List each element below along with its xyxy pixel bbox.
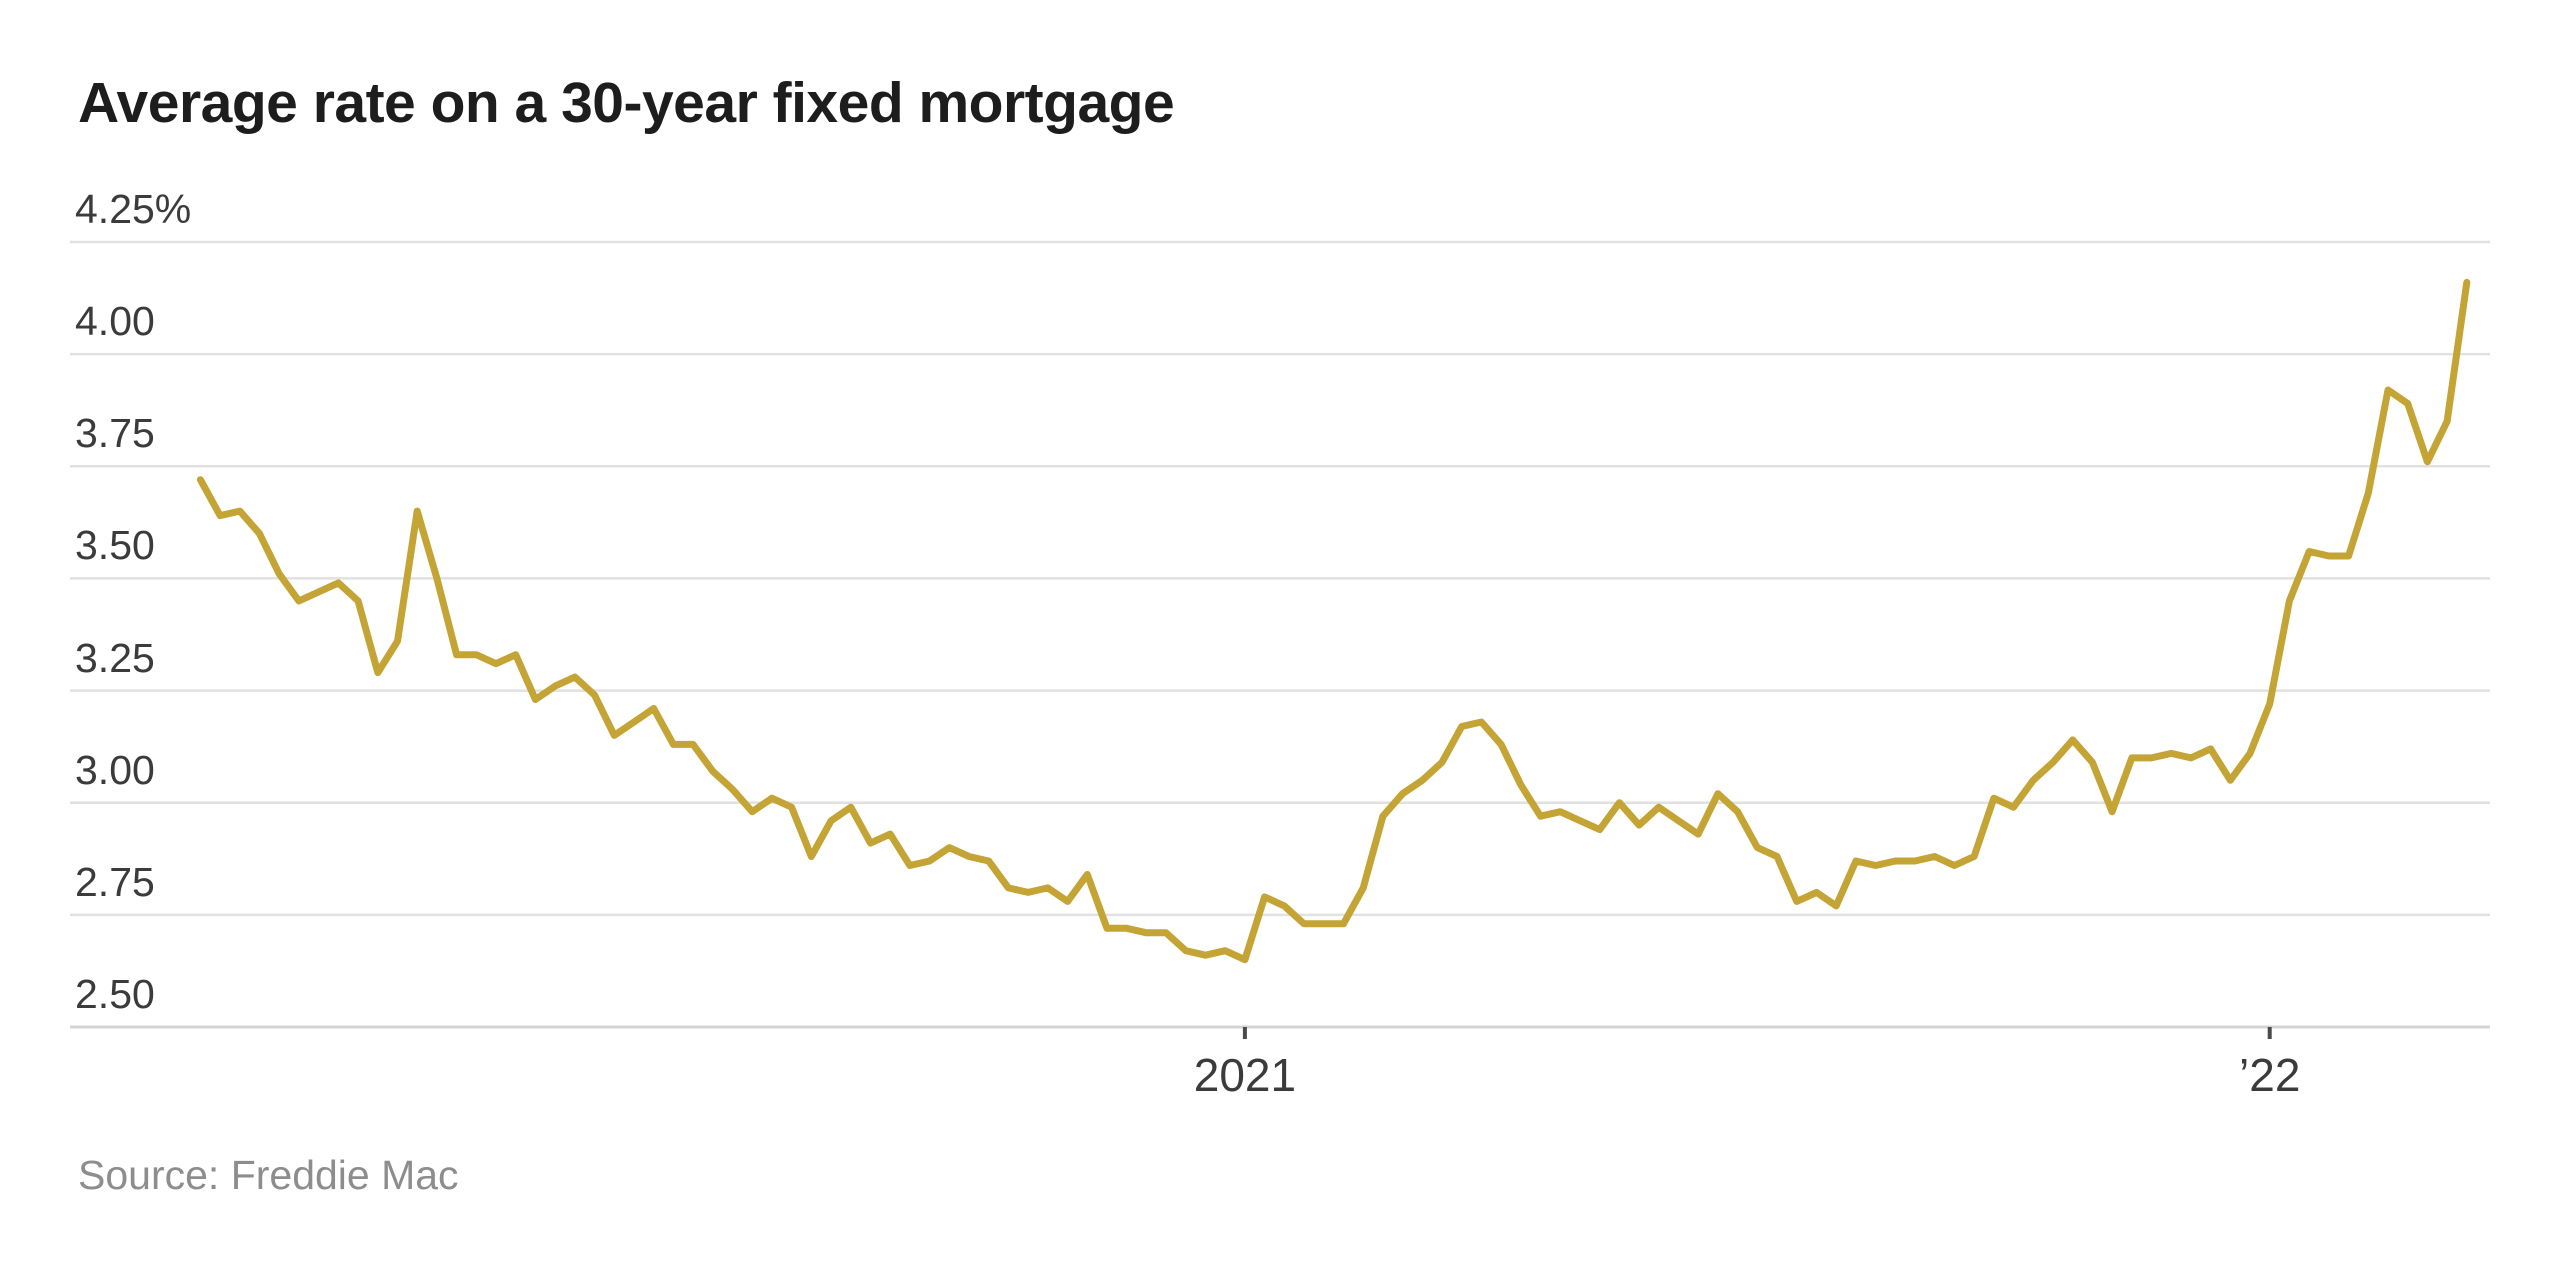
- y-axis-label: 3.00: [75, 746, 155, 793]
- gridlines-group: [70, 240, 2490, 1029]
- y-axis-label: 2.50: [75, 971, 155, 1017]
- y-axis-label: 3.50: [75, 522, 155, 569]
- rate-line-series: [196, 278, 2471, 964]
- chart-title: Average rate on a 30-year fixed mortgage: [78, 71, 1175, 135]
- x-axis-ticks-group: [1242, 1027, 2272, 1039]
- y-axis-label: 3.25: [75, 634, 155, 681]
- y-axis-label: 4.00: [75, 298, 155, 345]
- y-axis-label: 2.75: [75, 858, 155, 905]
- y-axis-label: 3.75: [75, 410, 155, 457]
- x-axis-label-22: ’22: [2239, 1049, 2301, 1101]
- y-axis-label: 4.25%: [75, 186, 192, 232]
- source-note: Source: Freddie Mac: [78, 1152, 459, 1198]
- x-axis-label-2021: 2021: [1193, 1049, 1297, 1101]
